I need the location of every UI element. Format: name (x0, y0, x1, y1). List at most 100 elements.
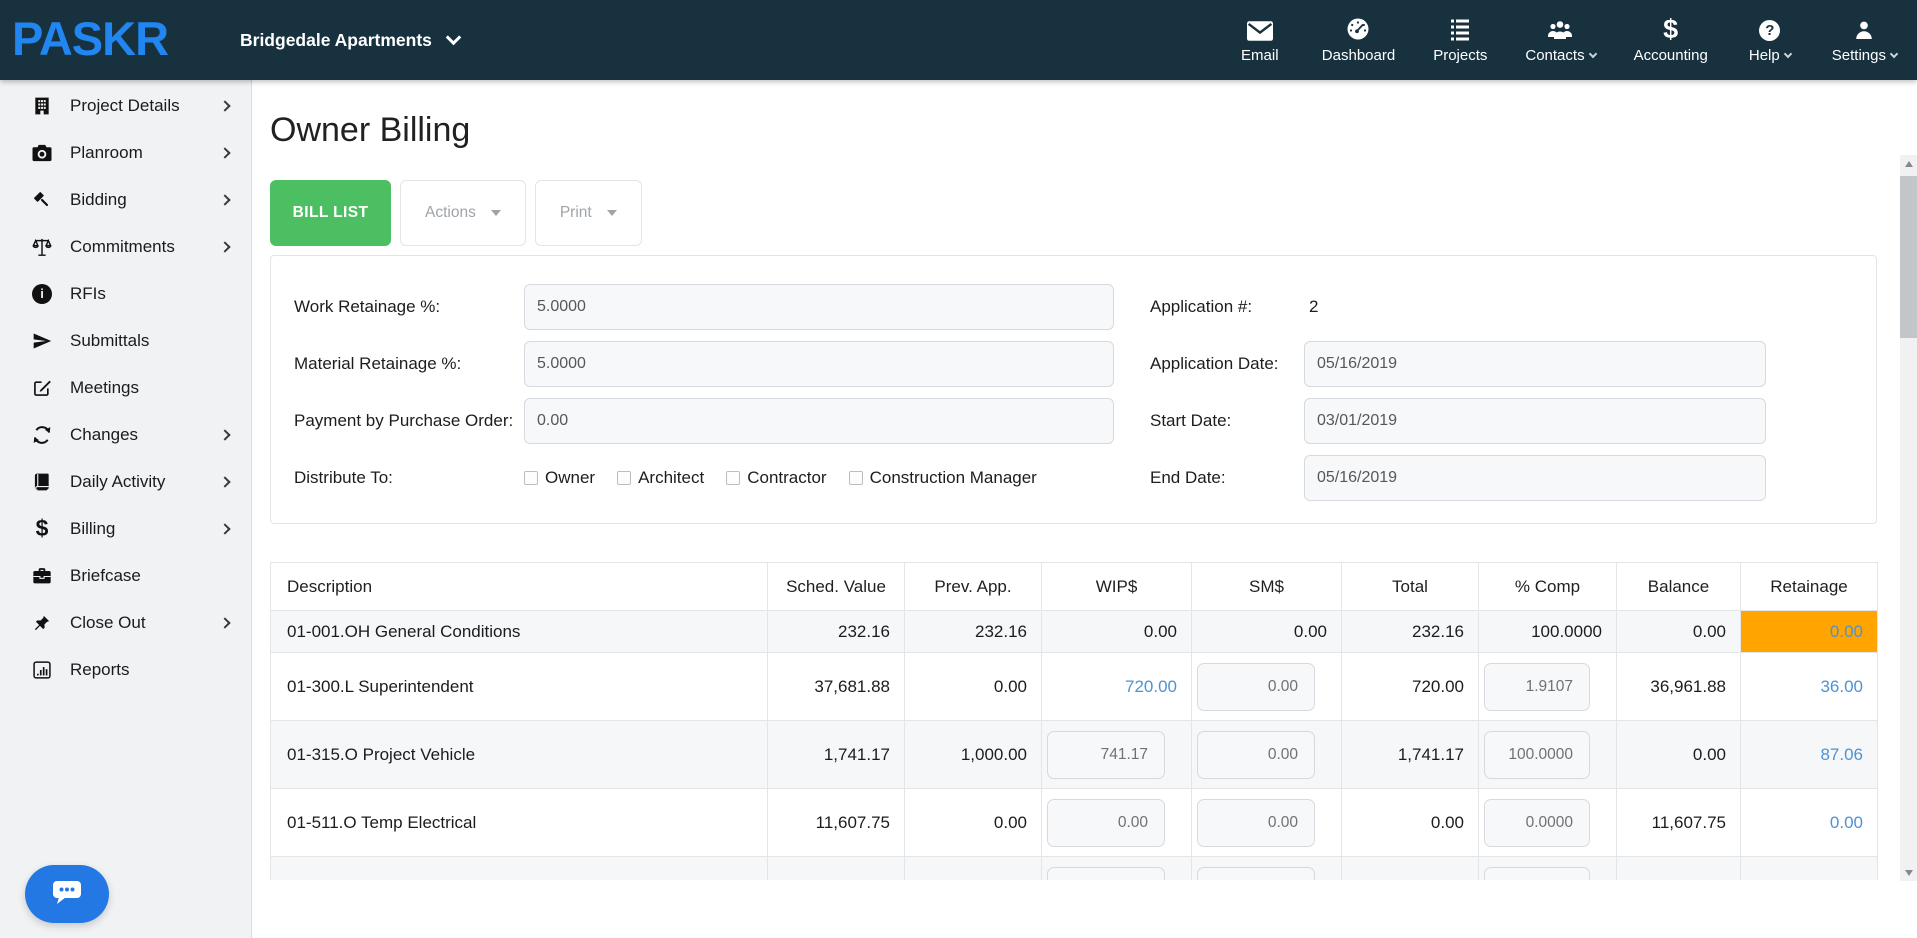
chevron-down-icon (445, 29, 462, 45)
sidebar-item-rfis[interactable]: i RFIs (0, 270, 251, 317)
start-date-label: Start Date: (1150, 410, 1232, 430)
nav-item-contacts[interactable]: Contacts (1525, 17, 1597, 64)
brand-logo[interactable]: PASKR (12, 11, 169, 65)
pct-comp-input[interactable] (1484, 662, 1590, 711)
work-retainage-label: Work Retainage %: (294, 296, 441, 316)
sidebar-item-meetings[interactable]: Meetings (0, 364, 251, 411)
toolbar: BILL LIST Actions Print (270, 180, 1900, 246)
sidebar-item-label: RFIs (70, 283, 106, 303)
cell-retainage-link[interactable]: 87.06 (1740, 720, 1878, 789)
sidebar-item-commitments[interactable]: Commitments (0, 223, 251, 270)
main-content: Owner Billing BILL LIST Actions Print Wo… (252, 80, 1900, 880)
print-button-label: Print (559, 204, 592, 221)
table-row: 01-315.O Project Vehicle 1,741.17 1,000.… (270, 720, 1878, 789)
sidebar-item-reports[interactable]: Reports (0, 646, 251, 693)
scrollbar-up-arrow[interactable] (1900, 155, 1917, 172)
distribute-owner-checkbox[interactable] (524, 470, 538, 485)
sm-input[interactable] (1197, 662, 1315, 711)
dollar-icon: $ (1663, 13, 1679, 44)
cell-retainage-link[interactable]: 0.00 (1740, 788, 1878, 857)
sidebar-item-label: Billing (70, 518, 116, 538)
bill-list-button[interactable]: BILL LIST (270, 180, 391, 246)
nav-item-email[interactable]: Email (1236, 17, 1284, 64)
chevron-down-icon (1889, 49, 1899, 58)
cell-retainage-highlighted[interactable]: 0.00 (1740, 610, 1878, 653)
scales-icon (30, 237, 54, 257)
nav-item-accounting[interactable]: $ Accounting (1634, 13, 1708, 64)
col-wip: WIP$ (1041, 562, 1192, 611)
sidebar-item-label: Commitments (70, 236, 175, 256)
nav-item-projects[interactable]: Projects (1433, 17, 1487, 64)
sidebar-item-briefcase[interactable]: Briefcase (0, 552, 251, 599)
cell-retainage-link[interactable]: 36.00 (1740, 652, 1878, 721)
actions-button[interactable]: Actions (400, 180, 526, 246)
end-date-label: End Date: (1150, 467, 1226, 487)
sidebar-item-close-out[interactable]: Close Out (0, 599, 251, 646)
wip-input[interactable] (1047, 866, 1165, 880)
caret-down-icon (606, 210, 617, 216)
payment-po-input[interactable] (524, 397, 1114, 444)
project-selector[interactable]: Bridgedale Apartments (240, 29, 462, 51)
sidebar-item-project-details[interactable]: Project Details (0, 82, 251, 129)
cell-balance: 0.00 (1616, 610, 1741, 653)
col-retainage: Retainage (1740, 562, 1878, 611)
cell-total: 1,741.17 (1341, 720, 1479, 789)
sidebar-item-changes[interactable]: Changes (0, 411, 251, 458)
pin-icon (30, 613, 54, 633)
chevron-right-icon (219, 99, 231, 112)
distribute-contractor-checkbox[interactable] (726, 470, 741, 485)
wip-input[interactable] (1047, 798, 1165, 847)
cell-description: 01-300.L Superintendent (270, 652, 768, 721)
chat-bubble-icon (49, 877, 85, 912)
caret-down-icon (490, 210, 501, 216)
pct-comp-input[interactable] (1484, 730, 1590, 779)
cell-wip-link[interactable]: 720.00 (1041, 652, 1192, 721)
sm-input[interactable] (1197, 866, 1315, 880)
col-prev-app: Prev. App. (904, 562, 1042, 611)
distribute-architect-checkbox[interactable] (617, 470, 632, 485)
sidebar-item-bidding[interactable]: Bidding (0, 176, 251, 223)
print-button[interactable]: Print (534, 180, 642, 246)
sidebar-item-planroom[interactable]: Planroom (0, 129, 251, 176)
cell-prev-app: 0.00 (904, 652, 1042, 721)
cell-pct-comp: 100.0000 (1478, 610, 1617, 653)
application-date-input[interactable] (1304, 340, 1766, 387)
work-retainage-input[interactable] (524, 283, 1114, 330)
sidebar-item-label: Close Out (70, 612, 146, 632)
nav-item-help[interactable]: ? Help (1746, 17, 1794, 64)
application-number-label: Application #: (1150, 296, 1253, 316)
end-date-input[interactable] (1304, 454, 1766, 501)
chevron-down-icon (1783, 49, 1792, 58)
pct-comp-input[interactable] (1484, 798, 1590, 847)
cell-sched-value: 1,741.17 (767, 720, 905, 789)
cell-total: 232.16 (1341, 610, 1479, 653)
nav-item-dashboard[interactable]: Dashboard (1322, 17, 1395, 64)
sm-input[interactable] (1197, 730, 1315, 779)
scrollbar-down-arrow[interactable] (1900, 864, 1917, 881)
wip-input[interactable] (1047, 730, 1165, 779)
sidebar-item-submittals[interactable]: Submittals (0, 317, 251, 364)
payment-po-label: Payment by Purchase Order: (294, 410, 514, 430)
vertical-scrollbar[interactable] (1900, 155, 1917, 881)
cell-retainage-link[interactable]: 0.00 (1740, 856, 1878, 880)
distribute-architect-label: Architect (638, 467, 705, 487)
distribute-construction-manager-checkbox[interactable] (848, 470, 863, 485)
paper-plane-icon (30, 331, 54, 351)
chat-button[interactable] (25, 865, 109, 923)
nav-item-settings[interactable]: Settings (1832, 17, 1899, 64)
sidebar-item-daily-activity[interactable]: Daily Activity (0, 458, 251, 505)
material-retainage-input[interactable] (524, 340, 1114, 387)
pct-comp-input[interactable] (1484, 866, 1590, 880)
email-icon (1246, 17, 1273, 41)
table-row: 01-541.M Job Sign 318.35 0.00 0.00 318.3… (270, 856, 1878, 880)
sm-input[interactable] (1197, 798, 1315, 847)
chevron-right-icon (219, 146, 231, 159)
refresh-icon (30, 425, 54, 445)
cell-description: 01-541.M Job Sign (270, 856, 768, 880)
start-date-input[interactable] (1304, 397, 1766, 444)
billing-settings-card: Work Retainage %: Application #: 2 Mater… (270, 255, 1877, 524)
scrollbar-thumb[interactable] (1900, 176, 1917, 338)
chevron-right-icon (219, 522, 231, 535)
sidebar-item-billing[interactable]: $ Billing (0, 505, 251, 552)
cell-sched-value: 37,681.88 (767, 652, 905, 721)
